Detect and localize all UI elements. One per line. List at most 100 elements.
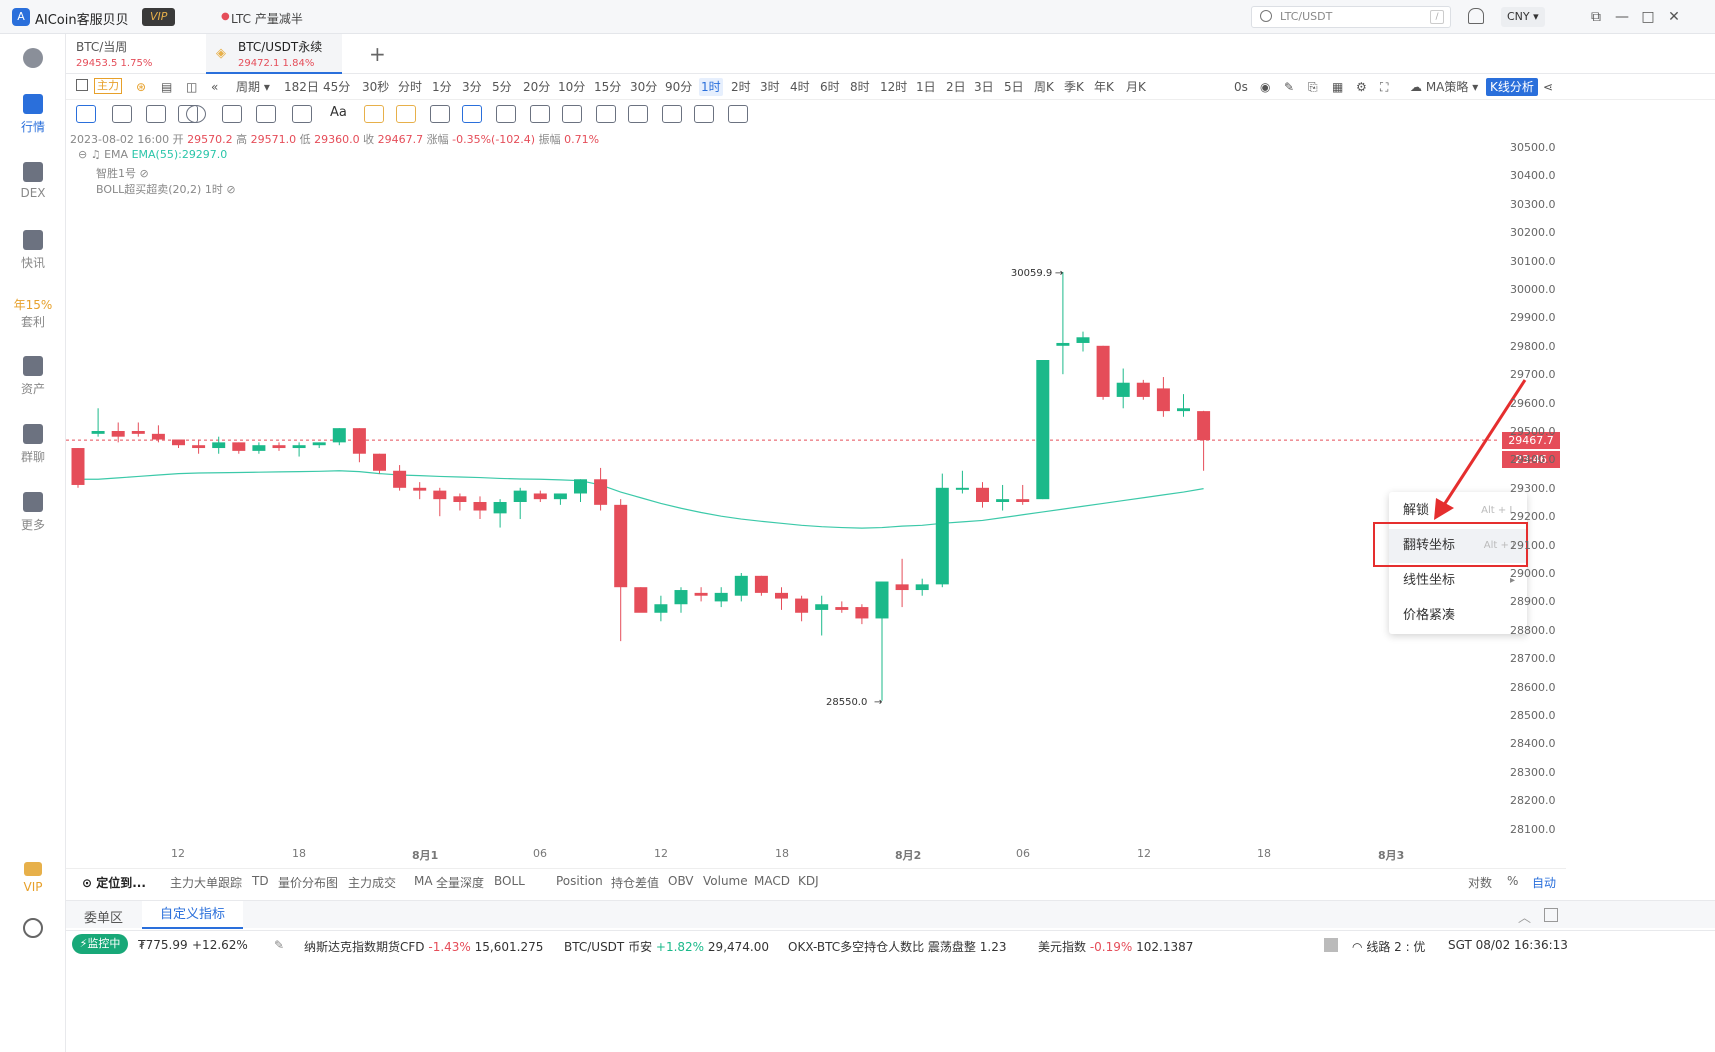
period-15[interactable]: 4时	[790, 80, 810, 94]
fullscreen-icon[interactable]: ⛶	[1380, 80, 1389, 94]
period-16[interactable]: 6时	[820, 80, 840, 94]
pen-icon[interactable]: ✎	[1284, 80, 1295, 94]
period-13[interactable]: 2时	[731, 80, 751, 94]
period-12[interactable]: 1时	[699, 78, 723, 96]
period-10[interactable]: 30分	[630, 80, 658, 94]
maximize-icon[interactable]: □	[1641, 9, 1655, 25]
sidebar-item-home[interactable]	[0, 48, 66, 72]
menu-item-linear-axis[interactable]: 线性坐标 ▸	[1389, 564, 1527, 598]
magnet-draw-icon[interactable]	[462, 105, 482, 123]
period-1[interactable]: 45分	[323, 80, 351, 94]
indicator-item[interactable]: 持仓差值	[611, 876, 660, 890]
segment-tool-icon[interactable]	[112, 105, 132, 123]
add-tab-button[interactable]: +	[369, 42, 386, 66]
indicator-item[interactable]: OBV	[668, 874, 694, 888]
period-11[interactable]: 90分	[665, 80, 693, 94]
bell-icon[interactable]	[1468, 8, 1484, 24]
ticker-nasdaq[interactable]: 纳斯达克指数期货CFD -1.43% 15,601.275	[304, 938, 543, 955]
period-3[interactable]: 分时	[398, 80, 423, 94]
period-5[interactable]: 3分	[462, 80, 482, 94]
indicator-item[interactable]: 主力成交	[348, 876, 397, 890]
magnet-icon[interactable]	[662, 105, 682, 123]
period-26[interactable]: 月K	[1126, 80, 1146, 94]
indicator-item[interactable]: MA	[414, 874, 433, 888]
kline-analysis-button[interactable]: K线分析	[1486, 78, 1538, 96]
auto-toggle[interactable]: 自动	[1532, 876, 1557, 890]
period-19[interactable]: 1日	[916, 80, 936, 94]
indicator-item[interactable]: Position	[556, 874, 603, 888]
sidebar-item-dex[interactable]: DEX	[0, 162, 66, 200]
indicator-boll[interactable]: BOLL超买超卖(20,2) 1时 ⊘	[96, 181, 236, 197]
shape-tool-icon[interactable]	[396, 105, 416, 123]
help-icon[interactable]	[1324, 938, 1338, 952]
main-force-toggle[interactable]: 主力	[94, 78, 122, 94]
monitor-badge[interactable]: ⚡监控中	[72, 934, 128, 954]
camera-icon[interactable]: ◉	[1260, 80, 1271, 94]
news-ticker[interactable]: LTC 产量减半	[231, 12, 303, 26]
sidebar-item-assets[interactable]: 资产	[0, 356, 66, 397]
minimize-icon[interactable]: —	[1615, 9, 1629, 25]
connection-status[interactable]: ◠ 线路 2 : 优	[1352, 938, 1425, 955]
tab-custom-indicators[interactable]: 自定义指标	[142, 901, 244, 929]
sidebar-item-vip[interactable]: VIP	[0, 862, 66, 894]
edit-icon[interactable]	[596, 105, 616, 123]
indicator-item[interactable]: KDJ	[798, 874, 819, 888]
chart-type-icon[interactable]	[76, 79, 88, 91]
period-18[interactable]: 12时	[880, 80, 908, 94]
period-7[interactable]: 20分	[523, 80, 551, 94]
ticker-okx-ratio[interactable]: OKX-BTC多空持仓人数比 震荡盘整 1.23	[788, 938, 1006, 955]
copy-icon[interactable]	[562, 105, 582, 123]
period-0[interactable]: 182日	[284, 80, 319, 94]
trash-icon[interactable]	[628, 105, 648, 123]
period-20[interactable]: 2日	[946, 80, 966, 94]
ticker-dxy[interactable]: 美元指数 -0.19% 102.1387	[1038, 938, 1193, 955]
tab-orders[interactable]: 委单区	[84, 911, 124, 926]
parallel-tool-icon[interactable]	[146, 105, 166, 123]
indicator-item[interactable]: Volume	[703, 874, 748, 888]
period-dropdown[interactable]: 周期 ▾	[236, 80, 270, 94]
period-25[interactable]: 年K	[1094, 80, 1114, 94]
period-8[interactable]: 10分	[558, 80, 586, 94]
menu-item-invert-axis[interactable]: 翻转坐标 Alt + I	[1389, 529, 1527, 563]
menu-item-unlock[interactable]: 解锁 Alt + L	[1389, 494, 1527, 528]
period-9[interactable]: 15分	[594, 80, 622, 94]
text-tool-icon[interactable]: Aa	[330, 105, 347, 120]
candle-icon[interactable]	[496, 105, 516, 123]
channel-tool-icon[interactable]	[292, 105, 312, 123]
menu-item-price-compact[interactable]: 价格紧凑	[1389, 599, 1527, 633]
sidebar-item-more[interactable]: 更多	[0, 492, 66, 533]
strategy-dropdown[interactable]: ☁ MA策略 ▾	[1410, 80, 1479, 94]
search-input[interactable]: LTC/USDT /	[1251, 6, 1451, 28]
export-icon[interactable]: ⎘	[1308, 80, 1318, 94]
eye-off-icon[interactable]: ⊘	[226, 183, 236, 196]
crosshair-tool-icon[interactable]	[76, 105, 96, 123]
period-2[interactable]: 30秒	[362, 80, 390, 94]
compare-icon[interactable]: ◫	[186, 80, 198, 94]
ellipse-tool-icon[interactable]	[186, 105, 206, 123]
sync-icon[interactable]	[728, 105, 748, 123]
indicator-ema[interactable]: ⊖ ♫ EMA EMA(55):29297.0	[78, 148, 227, 161]
period-22[interactable]: 5日	[1004, 80, 1024, 94]
indicator-zs[interactable]: 智胜1号 ⊘	[96, 165, 149, 181]
replay-icon[interactable]: «	[211, 80, 219, 94]
sidebar-item-chat[interactable]: 群聊	[0, 424, 66, 465]
sidebar-item-arbitrage[interactable]: 年15% 套利	[0, 296, 66, 330]
calendar-icon[interactable]: ▤	[161, 80, 173, 94]
indicator-item[interactable]: 主力大单跟踪	[170, 876, 243, 890]
period-14[interactable]: 3时	[760, 80, 780, 94]
period-21[interactable]: 3日	[974, 80, 994, 94]
sidebar-item-news[interactable]: 快讯	[0, 230, 66, 271]
hot-icon[interactable]: ⊛	[136, 80, 147, 94]
wave-tool-icon[interactable]	[256, 105, 276, 123]
log-toggle[interactable]: 对数	[1468, 876, 1493, 890]
locate-button[interactable]: ⊙ 定位到...	[82, 874, 146, 891]
indicator-item[interactable]: BOLL	[494, 874, 525, 888]
vip-badge[interactable]: VIP	[142, 8, 176, 26]
popout-icon[interactable]	[1544, 908, 1558, 922]
indicator-item[interactable]: MACD	[754, 874, 790, 888]
tab-btc-weekly[interactable]: BTC/当周 29453.5 1.75%	[66, 34, 202, 74]
period-6[interactable]: 5分	[492, 80, 512, 94]
lines-tool-icon[interactable]	[222, 105, 242, 123]
period-4[interactable]: 1分	[432, 80, 452, 94]
ticker-btc[interactable]: BTC/USDT 币安 +1.82% 29,474.00	[564, 938, 769, 955]
